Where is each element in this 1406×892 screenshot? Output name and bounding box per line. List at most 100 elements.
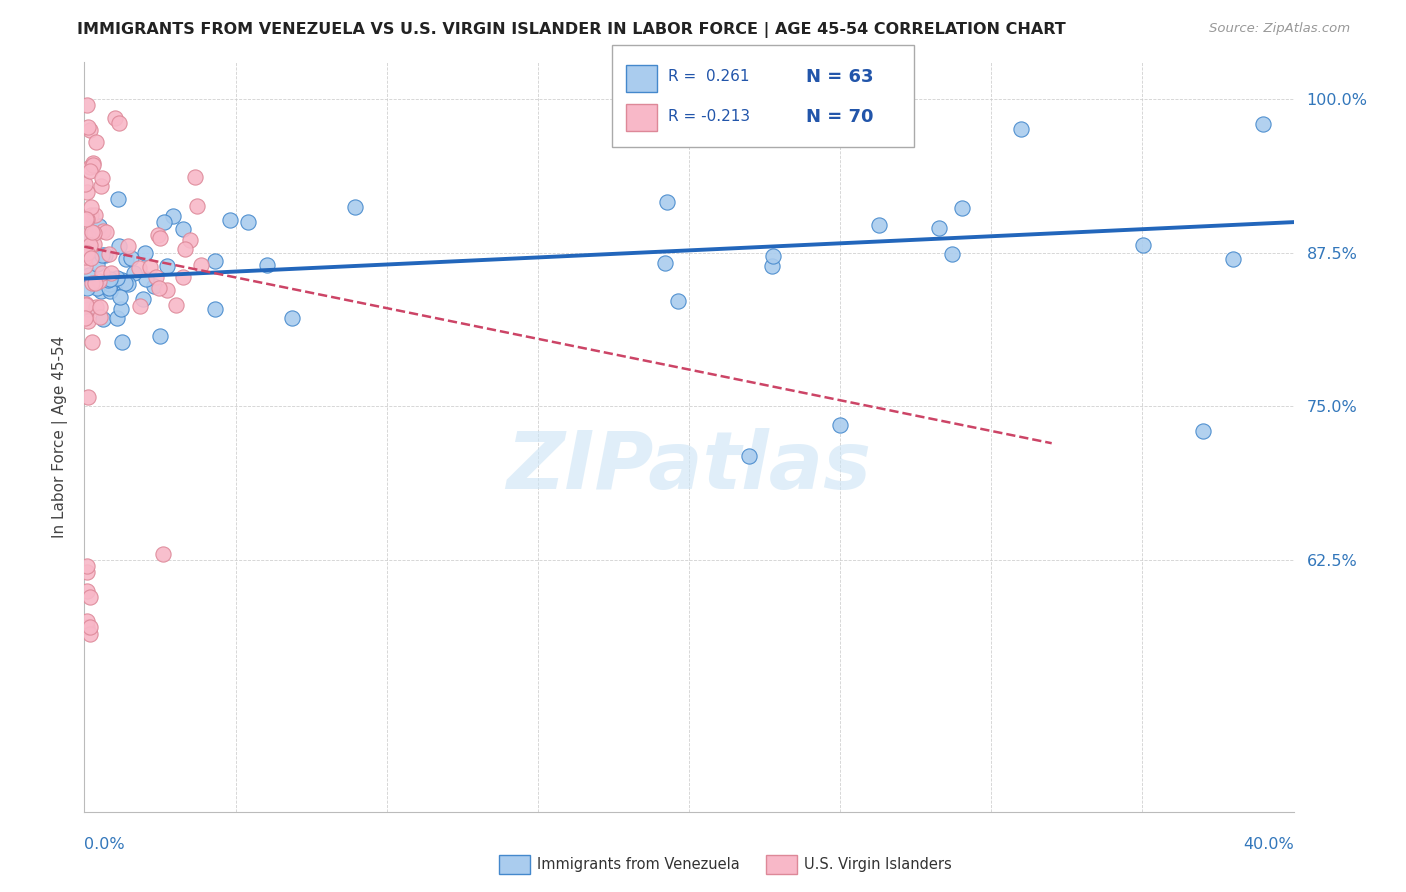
- Point: [186, 199, 208, 213]
- Point: [204, 301, 226, 316]
- Point: [84, 208, 107, 222]
- Point: [97, 273, 120, 287]
- Point: [75, 297, 97, 311]
- Point: [90, 284, 112, 298]
- Point: [75, 250, 97, 264]
- Text: IMMIGRANTS FROM VENEZUELA VS U.S. VIRGIN ISLANDER IN LABOR FORCE | AGE 45-54 COR: IMMIGRANTS FROM VENEZUELA VS U.S. VIRGIN…: [77, 22, 1066, 38]
- Point: [76, 98, 98, 112]
- Point: [76, 314, 98, 328]
- Text: 0.0%: 0.0%: [84, 837, 125, 852]
- Point: [76, 559, 98, 574]
- Point: [79, 160, 101, 174]
- Point: [100, 267, 122, 281]
- Point: [139, 260, 162, 275]
- Point: [94, 247, 117, 261]
- Point: [1191, 424, 1213, 438]
- Point: [79, 626, 101, 640]
- Point: [149, 230, 172, 244]
- Text: R =  0.261: R = 0.261: [668, 70, 749, 84]
- Point: [90, 171, 112, 186]
- Point: [950, 201, 973, 215]
- Point: [830, 417, 852, 432]
- Point: [156, 283, 179, 297]
- Point: [98, 247, 121, 261]
- Point: [75, 260, 97, 274]
- Point: [90, 178, 112, 193]
- Point: [135, 272, 157, 286]
- Point: [79, 620, 101, 634]
- Point: [79, 123, 101, 137]
- Point: [149, 329, 172, 343]
- Point: [84, 300, 107, 314]
- Point: [108, 116, 131, 130]
- Point: [128, 299, 150, 313]
- Point: [219, 213, 242, 227]
- Point: [179, 233, 201, 247]
- Point: [76, 120, 98, 135]
- Point: [89, 310, 111, 324]
- Point: [76, 620, 98, 634]
- Point: [77, 390, 100, 404]
- Point: [91, 247, 114, 261]
- Point: [79, 238, 101, 252]
- Point: [82, 335, 104, 350]
- Point: [761, 259, 783, 273]
- Point: [79, 164, 101, 178]
- Point: [941, 247, 963, 261]
- Text: N = 63: N = 63: [806, 68, 873, 86]
- Point: [190, 259, 212, 273]
- Point: [75, 178, 97, 192]
- Point: [83, 237, 105, 252]
- Point: [76, 186, 98, 200]
- Point: [117, 277, 139, 291]
- Point: [162, 209, 184, 223]
- Text: N = 70: N = 70: [806, 108, 873, 126]
- Point: [93, 224, 115, 238]
- Point: [75, 310, 97, 325]
- Point: [124, 266, 146, 280]
- Point: [80, 208, 103, 222]
- Point: [104, 275, 127, 289]
- Point: [75, 212, 97, 227]
- Point: [80, 276, 103, 290]
- Point: [184, 169, 207, 184]
- Point: [165, 298, 187, 312]
- Point: [1010, 121, 1032, 136]
- Point: [87, 219, 110, 234]
- Point: [105, 270, 128, 285]
- Point: [76, 565, 98, 579]
- Point: [76, 212, 98, 227]
- Point: [89, 300, 111, 314]
- Point: [100, 284, 122, 298]
- Point: [104, 111, 127, 125]
- Point: [79, 590, 101, 604]
- Point: [76, 281, 98, 295]
- Point: [82, 158, 104, 172]
- Point: [1132, 238, 1154, 252]
- Text: Immigrants from Venezuela: Immigrants from Venezuela: [537, 857, 740, 871]
- Point: [655, 195, 678, 210]
- Point: [148, 228, 170, 243]
- Y-axis label: In Labor Force | Age 45-54: In Labor Force | Age 45-54: [52, 336, 67, 538]
- Point: [76, 583, 98, 598]
- Point: [105, 310, 128, 325]
- Point: [134, 246, 156, 260]
- Point: [98, 272, 121, 286]
- Point: [84, 135, 107, 149]
- Point: [343, 200, 366, 214]
- Point: [111, 335, 134, 350]
- Point: [91, 266, 114, 280]
- Point: [86, 257, 108, 271]
- Point: [80, 252, 103, 266]
- Point: [75, 298, 97, 312]
- Point: [107, 192, 129, 206]
- Point: [94, 225, 117, 239]
- Point: [738, 449, 761, 463]
- Point: [172, 222, 194, 236]
- Point: [98, 281, 121, 295]
- Point: [80, 201, 103, 215]
- Point: [83, 226, 105, 240]
- Point: [148, 281, 170, 295]
- Point: [82, 246, 104, 260]
- Point: [281, 311, 304, 326]
